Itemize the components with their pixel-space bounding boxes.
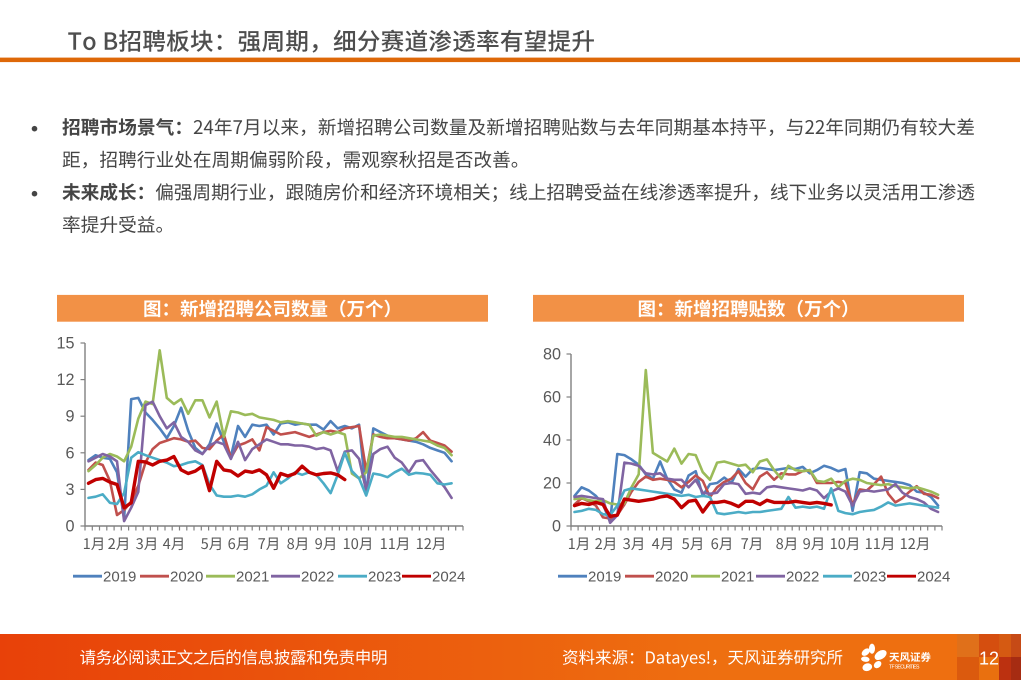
svg-text:20: 20 (543, 475, 561, 493)
svg-text:2023: 2023 (853, 568, 886, 585)
svg-text:9: 9 (65, 408, 74, 426)
svg-text:0: 0 (552, 518, 561, 536)
svg-text:2019: 2019 (588, 568, 621, 585)
svg-text:2021: 2021 (721, 568, 754, 585)
svg-text:2019: 2019 (103, 568, 136, 585)
svg-text:2020: 2020 (170, 568, 203, 585)
svg-text:2024: 2024 (917, 568, 950, 585)
svg-text:2023: 2023 (368, 568, 401, 585)
svg-text:12: 12 (979, 648, 999, 668)
svg-text:2022: 2022 (786, 568, 819, 585)
svg-text:15: 15 (56, 335, 74, 353)
svg-text:40: 40 (543, 432, 561, 450)
svg-text:0: 0 (65, 518, 74, 536)
svg-text:2020: 2020 (655, 568, 688, 585)
svg-text:6: 6 (65, 444, 74, 462)
svg-text:2024: 2024 (432, 568, 465, 585)
svg-text:2022: 2022 (301, 568, 334, 585)
svg-text:12: 12 (56, 371, 74, 389)
svg-text:60: 60 (543, 389, 561, 407)
svg-text:3: 3 (65, 481, 74, 499)
svg-text:80: 80 (543, 346, 561, 364)
svg-text:TF SECURITIES: TF SECURITIES (889, 664, 920, 670)
svg-text:2021: 2021 (236, 568, 269, 585)
